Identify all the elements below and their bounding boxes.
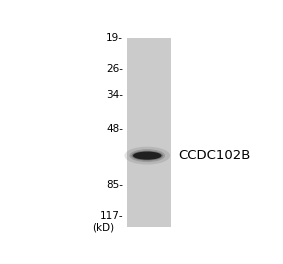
Text: 48-: 48- — [106, 124, 123, 134]
Text: 26-: 26- — [106, 64, 123, 74]
Text: (kD): (kD) — [92, 223, 114, 233]
Text: 85-: 85- — [106, 180, 123, 190]
Ellipse shape — [132, 151, 163, 161]
Ellipse shape — [129, 149, 165, 162]
Text: CCDC102B: CCDC102B — [178, 149, 250, 162]
Ellipse shape — [133, 152, 162, 160]
Text: 117-: 117- — [100, 211, 123, 221]
Text: 19-: 19- — [106, 33, 123, 43]
Bar — [127, 38, 171, 227]
Text: 34-: 34- — [106, 90, 123, 100]
Ellipse shape — [125, 147, 170, 164]
